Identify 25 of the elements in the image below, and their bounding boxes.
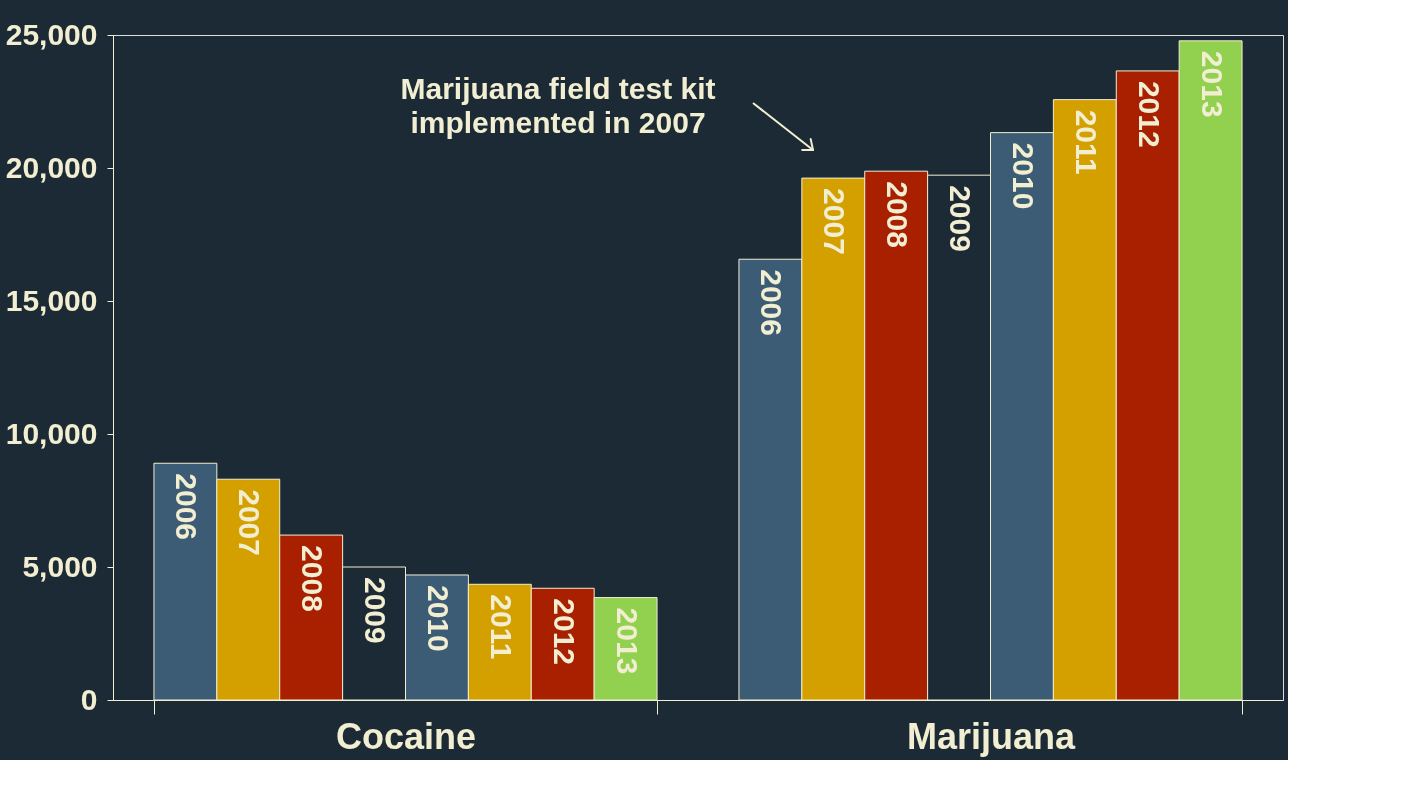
text: 2010 [1006, 142, 1040, 210]
series-label: 2010 [421, 584, 455, 652]
text: 2007 [818, 188, 852, 255]
series-label: 2012 [547, 598, 581, 666]
series-label: 2007 [233, 489, 267, 556]
y-tick-label: 10,000 [5, 416, 98, 450]
text: 2012 [1132, 80, 1166, 148]
series-label: 2011 [484, 594, 518, 660]
series-label: 2013 [610, 607, 644, 675]
x-tick-label: Marijuana [906, 715, 1076, 757]
y-tick-label: 0 [80, 682, 98, 716]
y-tick-label: 5,000 [22, 549, 98, 583]
y-tick-label: 25,000 [5, 17, 98, 51]
y-tick-label: 15,000 [5, 283, 98, 317]
y-tick-label: 20,000 [5, 150, 98, 184]
series-label: 2006 [170, 473, 204, 541]
text: 2009 [944, 185, 978, 252]
x-tick-label: Cocaine [335, 715, 477, 757]
text: 2013 [1195, 50, 1229, 118]
text: 2008 [881, 181, 915, 248]
series-label: 2008 [296, 545, 330, 612]
series-label: 2009 [359, 577, 393, 644]
text: 2006 [755, 269, 789, 336]
text: 2011 [1069, 109, 1103, 175]
annotation: Marijuana field test kit implemented in 2007 [400, 72, 716, 139]
